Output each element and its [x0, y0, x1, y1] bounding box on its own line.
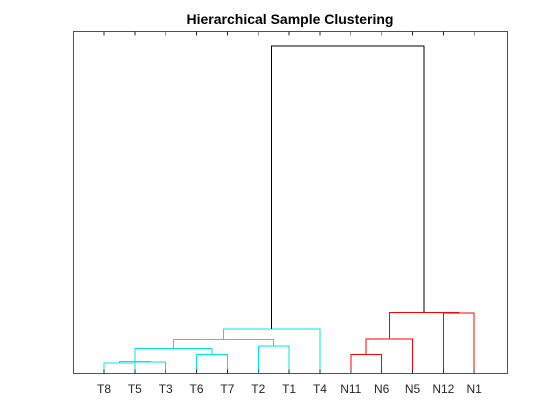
- axes-box: [73, 31, 508, 374]
- x-axis-tick-labels: T8 T5 T3 T6 T7 T2 T1 T4 N11 N6 N5 N12 N1: [97, 382, 482, 396]
- x-tick-label: T2: [251, 382, 265, 396]
- dendrogram-link: [365, 338, 413, 374]
- x-tick-label: N1: [467, 382, 483, 396]
- x-tick-label: T6: [190, 382, 204, 396]
- chart-title: Hierarchical Sample Clustering: [187, 11, 394, 27]
- x-tick-label: T1: [282, 382, 296, 396]
- dendrogram-link: [350, 354, 383, 374]
- dendrogram-link: [388, 311, 460, 340]
- dendrogram-link: [172, 338, 275, 349]
- x-tick-label: T3: [159, 382, 173, 396]
- x-tick-label: N6: [374, 382, 390, 396]
- x-tick-label: N12: [432, 382, 454, 396]
- dendrogram-link: [223, 328, 321, 374]
- x-axis-ticks: [103, 31, 475, 374]
- dendrogram-links: [103, 45, 475, 374]
- x-tick-label: T5: [128, 382, 142, 396]
- dendrogram-link: [134, 361, 167, 374]
- dendrogram-link: [271, 45, 425, 329]
- dendrogram-link: [257, 345, 290, 374]
- dendrogram-link: [196, 354, 228, 374]
- x-tick-label: N5: [405, 382, 421, 396]
- x-tick-label: T7: [220, 382, 234, 396]
- x-tick-label: T8: [97, 382, 111, 396]
- x-tick-label: T4: [313, 382, 327, 396]
- x-tick-label: N11: [340, 382, 361, 396]
